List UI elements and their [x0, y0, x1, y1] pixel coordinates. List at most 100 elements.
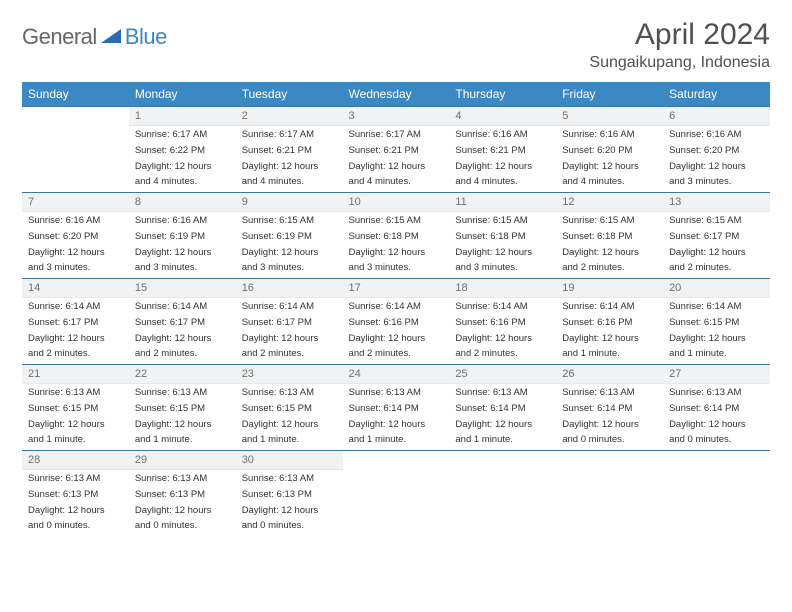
- daylight-text-1: Daylight: 12 hours: [449, 244, 556, 260]
- daylight-text-2: and 1 minute.: [129, 431, 236, 447]
- daylight-text-1: Daylight: 12 hours: [129, 244, 236, 260]
- weekday-header-row: Sunday Monday Tuesday Wednesday Thursday…: [22, 82, 770, 107]
- daylight-text-1: Daylight: 12 hours: [129, 502, 236, 518]
- calendar-day-cell: 24Sunrise: 6:13 AMSunset: 6:14 PMDayligh…: [343, 365, 450, 451]
- location-label: Sungaikupang, Indonesia: [589, 54, 770, 72]
- daylight-text-2: and 2 minutes.: [663, 259, 770, 275]
- calendar-table: Sunday Monday Tuesday Wednesday Thursday…: [22, 82, 770, 537]
- daylight-text-1: Daylight: 12 hours: [449, 158, 556, 174]
- calendar-day-cell: 28Sunrise: 6:13 AMSunset: 6:13 PMDayligh…: [22, 451, 129, 537]
- heading-block: April 2024 Sungaikupang, Indonesia: [589, 18, 770, 72]
- sunset-text: Sunset: 6:20 PM: [22, 228, 129, 244]
- calendar-day-cell: 15Sunrise: 6:14 AMSunset: 6:17 PMDayligh…: [129, 279, 236, 365]
- sunrise-text: Sunrise: 6:13 AM: [22, 470, 129, 486]
- daylight-text-1: Daylight: 12 hours: [663, 244, 770, 260]
- daylight-text-1: Daylight: 12 hours: [22, 502, 129, 518]
- daylight-text-1: Daylight: 12 hours: [236, 330, 343, 346]
- day-number: 25: [449, 365, 556, 384]
- sunset-text: Sunset: 6:18 PM: [556, 228, 663, 244]
- daylight-text-1: Daylight: 12 hours: [556, 330, 663, 346]
- sunset-text: Sunset: 6:19 PM: [129, 228, 236, 244]
- daylight-text-1: Daylight: 12 hours: [236, 158, 343, 174]
- daylight-text-2: and 1 minute.: [236, 431, 343, 447]
- day-number: 27: [663, 365, 770, 384]
- day-number: 6: [663, 107, 770, 126]
- day-number: 28: [22, 451, 129, 470]
- logo: General Blue: [22, 18, 167, 50]
- sunrise-text: Sunrise: 6:16 AM: [556, 126, 663, 142]
- day-number: 18: [449, 279, 556, 298]
- daylight-text-2: and 1 minute.: [343, 431, 450, 447]
- calendar-week-row: 21Sunrise: 6:13 AMSunset: 6:15 PMDayligh…: [22, 365, 770, 451]
- weekday-header: Saturday: [663, 82, 770, 107]
- daylight-text-1: Daylight: 12 hours: [449, 416, 556, 432]
- sunrise-text: Sunrise: 6:15 AM: [556, 212, 663, 228]
- sunset-text: Sunset: 6:15 PM: [236, 400, 343, 416]
- calendar-week-row: 7Sunrise: 6:16 AMSunset: 6:20 PMDaylight…: [22, 193, 770, 279]
- calendar-day-cell: 2Sunrise: 6:17 AMSunset: 6:21 PMDaylight…: [236, 107, 343, 193]
- sunset-text: Sunset: 6:20 PM: [663, 142, 770, 158]
- sunset-text: Sunset: 6:14 PM: [343, 400, 450, 416]
- daylight-text-1: Daylight: 12 hours: [129, 158, 236, 174]
- daylight-text-1: Daylight: 12 hours: [343, 330, 450, 346]
- sunrise-text: Sunrise: 6:17 AM: [343, 126, 450, 142]
- sunrise-text: Sunrise: 6:16 AM: [129, 212, 236, 228]
- daylight-text-2: and 4 minutes.: [343, 173, 450, 189]
- sunrise-text: Sunrise: 6:17 AM: [236, 126, 343, 142]
- calendar-day-cell: [556, 451, 663, 537]
- daylight-text-1: Daylight: 12 hours: [22, 244, 129, 260]
- sunset-text: Sunset: 6:19 PM: [236, 228, 343, 244]
- sunrise-text: Sunrise: 6:15 AM: [343, 212, 450, 228]
- sunrise-text: Sunrise: 6:13 AM: [22, 384, 129, 400]
- sunset-text: Sunset: 6:14 PM: [449, 400, 556, 416]
- sunrise-text: Sunrise: 6:15 AM: [449, 212, 556, 228]
- daylight-text-1: Daylight: 12 hours: [556, 158, 663, 174]
- daylight-text-1: Daylight: 12 hours: [22, 330, 129, 346]
- sunrise-text: Sunrise: 6:13 AM: [236, 384, 343, 400]
- sunset-text: Sunset: 6:16 PM: [343, 314, 450, 330]
- day-number: 4: [449, 107, 556, 126]
- day-number: 13: [663, 193, 770, 212]
- weekday-header: Sunday: [22, 82, 129, 107]
- daylight-text-2: and 3 minutes.: [22, 259, 129, 275]
- sunrise-text: Sunrise: 6:13 AM: [129, 470, 236, 486]
- daylight-text-2: and 2 minutes.: [236, 345, 343, 361]
- calendar-day-cell: [449, 451, 556, 537]
- daylight-text-2: and 4 minutes.: [236, 173, 343, 189]
- sunrise-text: Sunrise: 6:14 AM: [22, 298, 129, 314]
- sunset-text: Sunset: 6:22 PM: [129, 142, 236, 158]
- sunrise-text: Sunrise: 6:14 AM: [236, 298, 343, 314]
- daylight-text-1: Daylight: 12 hours: [236, 502, 343, 518]
- calendar-day-cell: 9Sunrise: 6:15 AMSunset: 6:19 PMDaylight…: [236, 193, 343, 279]
- calendar-week-row: 14Sunrise: 6:14 AMSunset: 6:17 PMDayligh…: [22, 279, 770, 365]
- daylight-text-2: and 0 minutes.: [22, 517, 129, 533]
- logo-text-blue: Blue: [125, 24, 167, 50]
- daylight-text-1: Daylight: 12 hours: [236, 244, 343, 260]
- sunset-text: Sunset: 6:17 PM: [663, 228, 770, 244]
- calendar-day-cell: 30Sunrise: 6:13 AMSunset: 6:13 PMDayligh…: [236, 451, 343, 537]
- calendar-week-row: 1Sunrise: 6:17 AMSunset: 6:22 PMDaylight…: [22, 107, 770, 193]
- calendar-day-cell: 21Sunrise: 6:13 AMSunset: 6:15 PMDayligh…: [22, 365, 129, 451]
- sunrise-text: Sunrise: 6:15 AM: [663, 212, 770, 228]
- calendar-day-cell: 7Sunrise: 6:16 AMSunset: 6:20 PMDaylight…: [22, 193, 129, 279]
- day-number: 9: [236, 193, 343, 212]
- daylight-text-1: Daylight: 12 hours: [663, 330, 770, 346]
- sunrise-text: Sunrise: 6:13 AM: [663, 384, 770, 400]
- day-number: 3: [343, 107, 450, 126]
- calendar-day-cell: 11Sunrise: 6:15 AMSunset: 6:18 PMDayligh…: [449, 193, 556, 279]
- sunset-text: Sunset: 6:17 PM: [236, 314, 343, 330]
- day-number: 1: [129, 107, 236, 126]
- daylight-text-1: Daylight: 12 hours: [343, 158, 450, 174]
- day-number: 15: [129, 279, 236, 298]
- calendar-day-cell: 26Sunrise: 6:13 AMSunset: 6:14 PMDayligh…: [556, 365, 663, 451]
- daylight-text-2: and 4 minutes.: [556, 173, 663, 189]
- day-number: 8: [129, 193, 236, 212]
- weekday-header: Wednesday: [343, 82, 450, 107]
- sunrise-text: Sunrise: 6:13 AM: [236, 470, 343, 486]
- day-number: 24: [343, 365, 450, 384]
- daylight-text-2: and 1 minute.: [663, 345, 770, 361]
- day-number: 7: [22, 193, 129, 212]
- calendar-day-cell: 1Sunrise: 6:17 AMSunset: 6:22 PMDaylight…: [129, 107, 236, 193]
- daylight-text-1: Daylight: 12 hours: [663, 158, 770, 174]
- sunset-text: Sunset: 6:13 PM: [129, 486, 236, 502]
